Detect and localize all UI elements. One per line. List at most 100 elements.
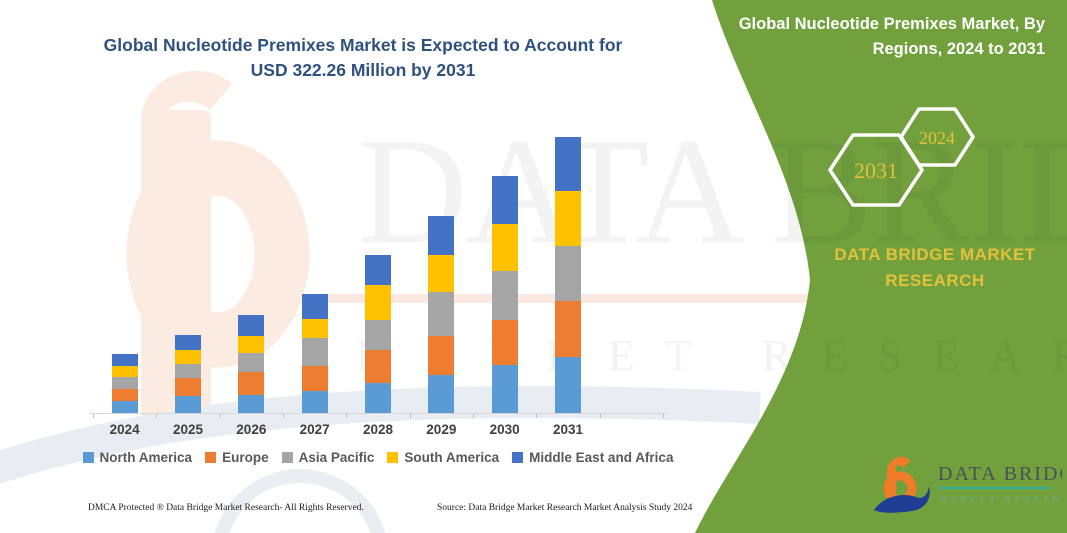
bar-segment-south-america [238, 335, 265, 354]
legend-marker-south-america [387, 452, 399, 463]
axis-tick [219, 414, 221, 418]
bar-segment-middle-east-and-africa [111, 354, 138, 367]
data-bridge-logo: DATA BRIDGE MARKET RESEARCH [874, 456, 1062, 513]
bar-segment-north-america [491, 365, 518, 413]
bar-segment-south-america [491, 224, 518, 272]
panel-brand-line2: RESEARCH [885, 271, 985, 290]
chart-title-line1: Global Nucleotide Premixes Market is Exp… [103, 35, 623, 55]
x-axis-label-2028: 2028 [362, 422, 394, 437]
bar-2024 [111, 354, 138, 413]
bar-segment-north-america [365, 383, 391, 413]
bar-segment-south-america [365, 285, 391, 320]
bar-segment-europe [238, 372, 265, 395]
bar-segment-south-america [428, 254, 455, 293]
legend-item-north-america: North America [82, 450, 193, 465]
bar-segment-south-america [555, 191, 581, 246]
bar-segment-south-america [175, 349, 201, 365]
axis-tick [599, 414, 601, 418]
bar-segment-middle-east-and-africa [175, 335, 201, 350]
year-hexagons: 2031 2024 [828, 107, 975, 207]
hexagon-year-2024: 2024 [919, 128, 955, 148]
bar-segment-europe [555, 301, 581, 357]
legend-label-north-america: North America [99, 450, 193, 465]
bar-segment-asia-pacific [301, 338, 328, 367]
x-axis-line [90, 413, 668, 414]
bar-2028 [365, 254, 391, 413]
axis-tick [283, 414, 284, 418]
axis-tick [409, 414, 411, 418]
legend-item-asia-pacific: Asia Pacific [281, 450, 375, 465]
x-axis-label-2031: 2031 [552, 422, 584, 437]
bar-segment-north-america [111, 401, 138, 413]
panel-brand-text: DATA BRIDGE MARKET RESEARCH [822, 242, 1048, 294]
side-panel-title-line2: Regions, 2024 to 2031 [872, 40, 1045, 58]
bar-segment-north-america [238, 394, 265, 413]
bar-segment-asia-pacific [365, 319, 391, 350]
bar-segment-asia-pacific [175, 364, 201, 379]
axis-tick [663, 414, 664, 418]
x-axis-labels: 2024 2025 2026 2027 2028 2029 2030 2031 [93, 422, 663, 440]
axis-tick [93, 414, 94, 418]
x-axis-label-2026: 2026 [236, 422, 267, 437]
bar-2030 [491, 175, 518, 413]
bar-2026 [238, 314, 265, 413]
bar-segment-north-america [175, 396, 201, 413]
x-axis-label-2027: 2027 [299, 422, 330, 437]
bar-segment-europe [491, 319, 518, 366]
bar-segment-asia-pacific [491, 271, 518, 320]
chart-title-line2: USD 322.26 Million by 2031 [250, 60, 476, 80]
legend-marker-north-america [82, 452, 94, 463]
bar-segment-europe [111, 389, 138, 402]
legend-marker-europe [205, 452, 217, 463]
hexagon-year-2031: 2031 [854, 158, 898, 183]
logo-title-text: DATA BRIDGE [938, 463, 1062, 485]
logo-subtitle-text: MARKET RESEARCH [940, 495, 1062, 504]
dmca-copyright-text: DMCA Protected ® Data Bridge Market Rese… [88, 503, 364, 513]
big-b-watermark-icon [0, 70, 905, 533]
bar-segment-north-america [428, 374, 455, 413]
bar-segment-europe [301, 366, 328, 392]
legend-label-europe: Europe [222, 450, 269, 465]
side-panel-title: Global Nucleotide Premixes Market, By Re… [705, 12, 1045, 62]
data-bridge-logo-icon [874, 456, 930, 513]
legend-marker-middle-east-and-africa [512, 452, 524, 463]
legend-label-asia-pacific: Asia Pacific [298, 450, 375, 465]
bar-segment-europe [428, 336, 455, 375]
bar-segment-north-america [301, 391, 328, 413]
side-panel-title-line1: Global Nucleotide Premixes Market, By [738, 15, 1045, 33]
bar-segment-middle-east-and-africa [428, 215, 455, 255]
axis-tick [473, 414, 474, 418]
bar-segment-middle-east-and-africa [238, 314, 265, 336]
axis-tick [536, 414, 538, 418]
bar-segment-europe [175, 378, 201, 397]
legend-item-middle-east-and-africa: Middle East and Africa [512, 450, 673, 465]
legend-label-south-america: South America [404, 450, 500, 465]
bar-segment-middle-east-and-africa [491, 175, 518, 225]
legend-label-middle-east-and-africa: Middle East and Africa [529, 450, 674, 465]
bar-2027 [301, 294, 328, 413]
x-axis-label-2029: 2029 [426, 422, 457, 437]
bar-2031 [555, 137, 581, 413]
bar-segment-north-america [555, 357, 581, 413]
bar-segment-middle-east-and-africa [555, 137, 581, 192]
bar-segment-south-america [301, 318, 328, 339]
logo-divider-line [939, 487, 1051, 489]
axis-tick [156, 414, 158, 418]
legend-item-europe: Europe [205, 450, 269, 465]
x-axis-ticks [93, 413, 665, 419]
bar-segment-asia-pacific [555, 245, 581, 302]
legend-marker-asia-pacific [281, 452, 293, 463]
x-axis-label-2024: 2024 [109, 422, 140, 437]
bar-segment-middle-east-and-africa [301, 294, 328, 319]
bar-segment-asia-pacific [428, 292, 455, 337]
plot-area [93, 130, 663, 413]
hexagon-2031: 2031 [828, 133, 924, 207]
bar-segment-asia-pacific [238, 353, 265, 373]
x-axis-label-2030: 2030 [489, 422, 520, 437]
axis-tick [346, 414, 348, 418]
bar-segment-south-america [111, 366, 138, 378]
chart-title: Global Nucleotide Premixes Market is Exp… [103, 33, 623, 83]
chart-legend: North America Europe Asia Pacific South Ame… [82, 450, 673, 465]
